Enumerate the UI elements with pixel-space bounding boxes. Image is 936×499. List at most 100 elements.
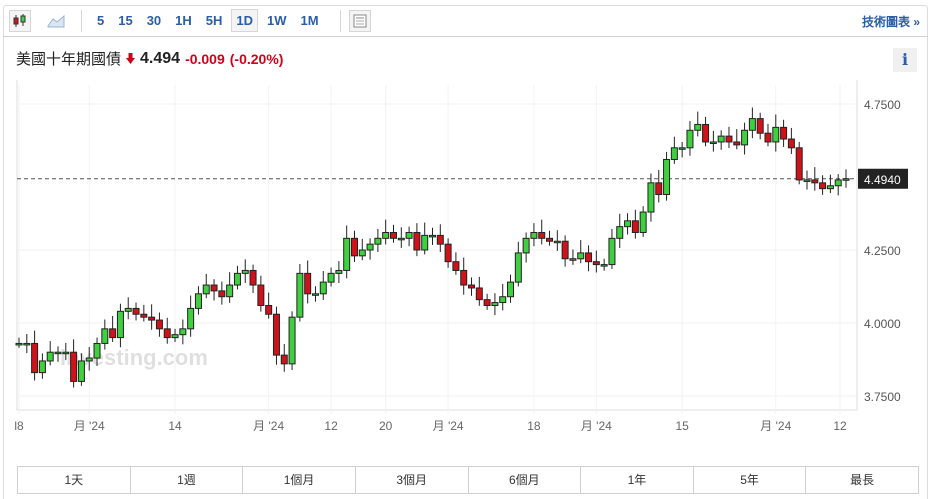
candle-up [686,129,694,149]
candle-up [374,237,382,245]
candle-down [257,284,265,306]
range-button-3[interactable]: 3個月 [356,467,469,493]
y-tick-label: 4.0000 [864,317,901,331]
candle-down [163,328,171,339]
candle-down [444,243,452,263]
range-button-7[interactable]: 最長 [850,473,875,487]
timeframe-1w[interactable]: 1W [267,13,287,28]
range-button-1[interactable]: 1週 [131,467,244,493]
x-tick-label: 18 [527,419,541,433]
x-tick-label: 月 '24 [760,419,791,433]
timeframe-5h[interactable]: 5H [205,13,223,28]
layout-icon[interactable] [348,9,371,32]
y-tick-label: 4.2500 [864,244,901,258]
candle-down [70,351,78,382]
candle-up [187,307,195,330]
divider [81,9,82,32]
candle-up [54,351,62,355]
candle-up [288,316,296,365]
candle-up [421,234,429,251]
candle-down [702,123,710,143]
candle-up [608,237,616,266]
current-price-badge [858,168,908,189]
candle-up [741,129,749,146]
candle-up [311,293,319,296]
candle-down [132,307,140,315]
range-button-2[interactable]: 1個月 [243,467,356,493]
candle-up [171,334,179,339]
timeframe-15[interactable]: 15 [118,13,133,28]
timeframe-1h[interactable]: 1H [175,13,192,28]
candle-down [148,316,156,321]
candle-up [327,272,335,283]
candle-up [577,252,585,260]
candle-up [358,249,366,257]
candle-up [23,342,31,346]
candle-down [272,313,280,356]
candle-down [725,135,733,143]
candle-up [179,328,187,336]
candle-up [842,178,850,181]
candle-up [616,226,624,239]
candle-down [764,132,772,143]
timeframe-30[interactable]: 30 [146,13,162,28]
candle-down [733,141,741,146]
candle-down [304,272,312,295]
instrument-name: 美國十年期國債 [16,51,122,68]
x-tick-label: 15 [675,419,689,433]
range-button-5[interactable]: 1年 [581,467,694,493]
candle-up [194,293,202,309]
candle-down [780,126,788,140]
candle-up [507,281,515,298]
candle-down [811,179,819,184]
candle-down [460,269,468,286]
candle-down [140,313,148,318]
timeframe-1m[interactable]: 1M [300,13,319,28]
candle-up [717,135,725,143]
candle-up [85,357,93,362]
candle-up [77,360,85,382]
x-tick-label: 月 '24 [433,419,464,433]
range-button-0[interactable]: 1天 [18,467,131,493]
candle-up [319,281,327,295]
candle-up [101,328,109,344]
candle-down [218,290,226,298]
candle-up [514,252,522,283]
x-tick-label: 12 [833,419,847,433]
candle-down [546,237,554,242]
candle-up [429,234,436,238]
timeframe-5[interactable]: 5 [97,13,105,28]
technical-chart-link[interactable]: 技術圖表 » [861,15,920,29]
candle-up [38,360,46,374]
candle-down [31,342,39,374]
candle-up [530,231,538,239]
candle-up [116,310,124,339]
area-chart-icon[interactable] [45,10,67,32]
candle-down [452,261,460,271]
range-button-4[interactable]: 6個月 [469,467,582,493]
candlestick-chart[interactable]: 4.7500 4.2500 4.0000 3.7500 l8 月 '24 14 月 '24 12… [0,0,936,440]
candle-up [678,147,686,150]
candle-up [343,237,351,271]
y-tick-label: 3.7500 [864,390,901,404]
candle-up [639,211,647,233]
candle-up [93,342,101,359]
candlestick-chart-icon[interactable] [9,9,31,32]
candle-up [663,158,671,196]
candle-up [803,179,811,182]
info-button[interactable]: i [893,48,917,72]
candle-up [522,237,530,254]
candle-down [280,354,288,365]
candle-down [155,319,163,330]
candle-up [600,264,608,267]
candle-up [772,126,780,143]
candle-down [475,287,483,301]
candle-down [795,147,803,181]
price-change: -0.009 [185,50,225,67]
candle-up [553,240,561,244]
timeframe-1d[interactable]: 1D [231,9,259,32]
candle-down [249,269,257,286]
candle-down [350,237,358,257]
range-button-6[interactable]: 5年 [694,467,807,493]
x-tick-label: l8 [14,419,24,433]
